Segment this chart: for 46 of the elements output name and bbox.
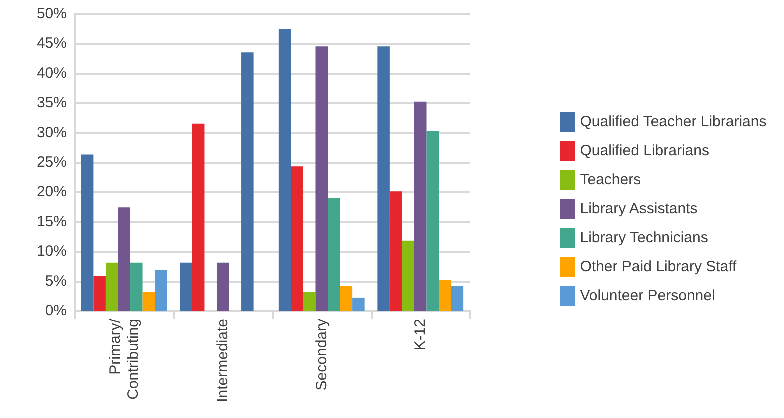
bar	[390, 192, 402, 311]
bar	[439, 280, 452, 311]
bar	[216, 262, 230, 311]
bar	[328, 198, 340, 311]
bar	[303, 292, 316, 311]
bar	[426, 131, 440, 311]
y-tick-label: 15%	[36, 213, 67, 230]
legend-label: Library Assistants	[580, 200, 698, 218]
bar	[118, 208, 131, 311]
bar	[94, 276, 106, 311]
y-tick-label: 0%	[45, 302, 67, 320]
y-tick-label: 30%	[36, 124, 67, 142]
x-tick-label: Intermediate	[214, 319, 232, 402]
bar	[192, 124, 205, 311]
y-tick-label: 45%	[36, 35, 67, 52]
legend-label: Qualified Teacher Librarians	[580, 114, 767, 130]
y-tick-label: 5%	[45, 272, 67, 290]
bar	[451, 286, 464, 311]
y-tick-label: 10%	[36, 243, 67, 260]
y-tick-label: 25%	[36, 154, 67, 171]
bar	[278, 29, 292, 311]
bar	[291, 166, 304, 311]
y-tick-label: 40%	[36, 64, 67, 82]
bar	[180, 262, 192, 311]
legend-label: Other Paid Library Staff	[580, 258, 738, 276]
bar	[155, 270, 168, 311]
bar	[378, 46, 390, 311]
legend-label: Teachers	[580, 172, 642, 188]
y-tick-label: 20%	[36, 184, 67, 201]
y-tick-label: 50%	[36, 6, 67, 22]
legend-label: Qualified Librarians	[580, 142, 710, 160]
bar	[340, 286, 353, 311]
x-tick-label: Primary/ Contributing	[106, 318, 142, 400]
bar	[414, 102, 427, 311]
bar	[352, 298, 365, 311]
legend-label: Library Technicians	[580, 230, 708, 246]
bar	[142, 292, 156, 311]
bar	[81, 154, 94, 311]
bar	[130, 262, 143, 311]
bar	[106, 262, 118, 311]
bar	[316, 46, 328, 311]
legend-label: Volunteer Personnel	[580, 288, 716, 304]
x-tick-label: K-12	[412, 319, 430, 351]
y-tick-label: 35%	[36, 94, 67, 112]
bar	[402, 240, 414, 311]
x-tick-label: Secondary	[313, 318, 330, 391]
